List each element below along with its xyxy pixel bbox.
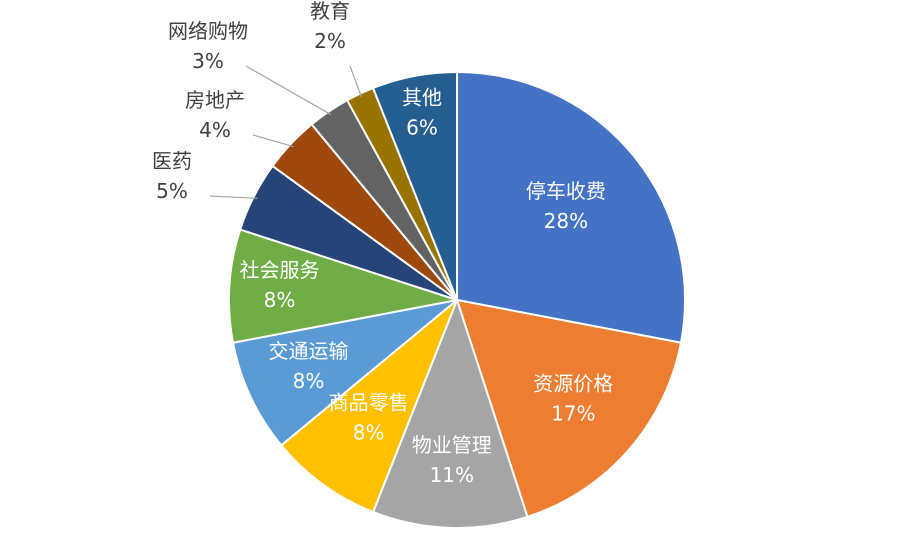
slice-label-7: 医药 — [152, 149, 192, 173]
slice-value-label-1: 28% — [544, 209, 588, 233]
pie-slice-4 — [279, 299, 458, 514]
pie-slice-2 — [455, 298, 683, 519]
leader-line-10 — [349, 65, 363, 98]
slice-value-label-5: 8% — [293, 369, 325, 393]
leader-lines — [209, 65, 363, 199]
pie-slice-6 — [228, 228, 458, 344]
slice-label-2: 资源价格 — [533, 372, 613, 396]
slice-label-4: 商品零售 — [329, 391, 409, 415]
slice-value-label-4: 8% — [353, 421, 385, 445]
slice-value-label-9: 3% — [192, 49, 224, 73]
slice-value-label-3: 11% — [430, 463, 474, 487]
leader-line-9 — [245, 65, 332, 116]
slice-value-label-6: 8% — [264, 288, 296, 312]
leader-line-7 — [209, 195, 258, 199]
slice-label-1: 停车收费 — [526, 179, 606, 203]
pie-slice-3 — [371, 297, 529, 529]
slice-value-label-7: 5% — [156, 179, 188, 203]
leader-line-8 — [252, 134, 294, 148]
slice-label-9: 网络购物 — [168, 19, 248, 43]
slice-labels: 停车收费28%资源价格17%物业管理11%商品零售8%交通运输8%社会服务8%医… — [152, 0, 613, 487]
slice-value-label-11: 6% — [406, 115, 438, 139]
pie-slices — [228, 70, 686, 529]
slice-label-8: 房地产 — [185, 88, 245, 112]
slice-value-label-10: 2% — [314, 29, 346, 53]
pie-slice-1 — [456, 70, 686, 344]
slice-label-5: 交通运输 — [269, 339, 349, 363]
slice-label-10: 教育 — [310, 0, 350, 23]
slice-label-3: 物业管理 — [412, 433, 492, 457]
pie-slice-11 — [371, 70, 458, 301]
slice-label-11: 其他 — [402, 85, 442, 109]
slice-value-label-2: 17% — [551, 402, 595, 426]
slice-label-6: 社会服务 — [240, 258, 320, 282]
pie-slice-5 — [231, 299, 458, 447]
slice-value-label-8: 4% — [199, 118, 231, 142]
